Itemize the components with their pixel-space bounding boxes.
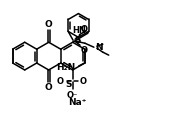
Text: O: O	[45, 20, 53, 29]
Text: O: O	[80, 77, 87, 86]
Text: O: O	[45, 83, 53, 92]
Text: N: N	[95, 43, 102, 52]
Text: S: S	[74, 36, 81, 45]
Text: H₂N: H₂N	[57, 63, 76, 72]
Text: Na⁺: Na⁺	[68, 98, 87, 107]
Text: O: O	[81, 25, 88, 34]
Text: S: S	[65, 80, 72, 89]
Text: O⁻: O⁻	[67, 91, 78, 100]
Text: HN: HN	[72, 26, 86, 35]
Text: O: O	[57, 77, 64, 86]
Text: O: O	[81, 46, 88, 55]
